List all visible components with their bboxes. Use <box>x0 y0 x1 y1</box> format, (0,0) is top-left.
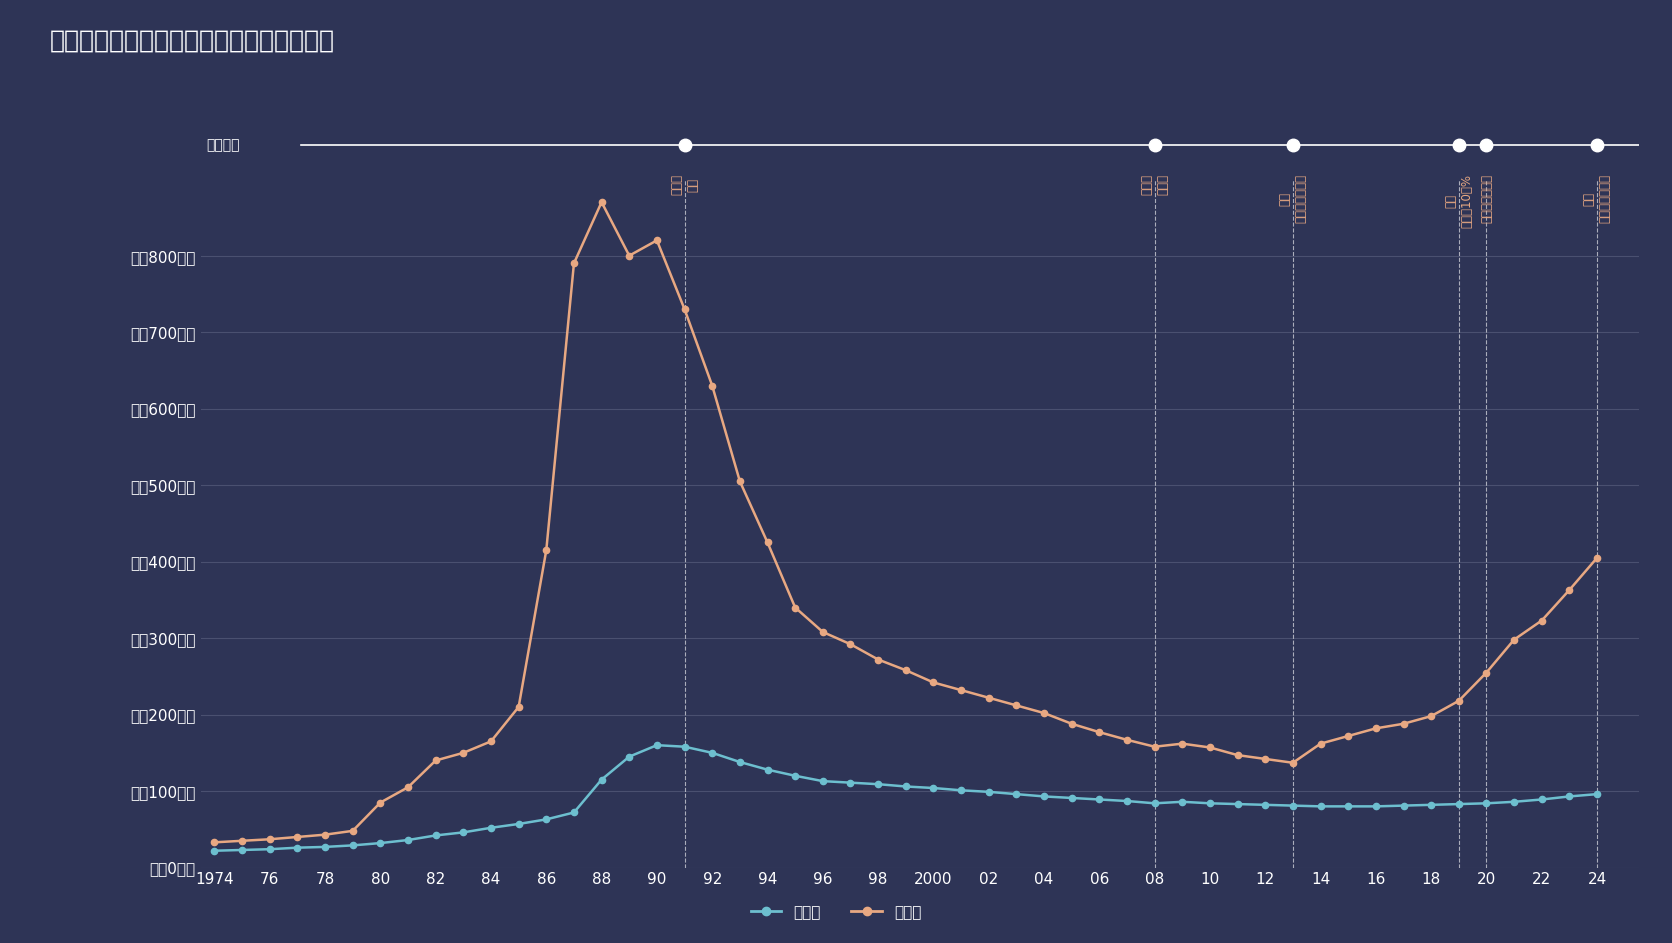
住宅地 <box>508 819 528 830</box>
住宅地 <box>1227 799 1247 810</box>
商業地 <box>508 702 528 713</box>
住宅地 <box>1560 791 1580 802</box>
住宅地 <box>674 741 694 753</box>
Text: 日銀
異次元緩和終了: 日銀 異次元緩和終了 <box>1583 174 1612 223</box>
商業地 <box>1560 585 1580 596</box>
住宅地 <box>204 845 224 856</box>
商業地 <box>674 304 694 315</box>
商業地 <box>1587 553 1607 564</box>
住宅地 <box>1145 798 1165 809</box>
Text: コロナ感染拡大: コロナ感染拡大 <box>1480 174 1493 223</box>
商業地 <box>592 196 612 207</box>
商業地 <box>1227 750 1247 761</box>
住宅地 <box>647 739 667 751</box>
Legend: 住宅地, 商業地: 住宅地, 商業地 <box>744 899 928 926</box>
Text: 横浜市神奈川区　土地価格の推移（平均）: 横浜市神奈川区 土地価格の推移（平均） <box>50 28 334 52</box>
住宅地 <box>619 751 639 762</box>
Line: 住宅地: 住宅地 <box>211 742 1600 853</box>
Text: バブル
崩壊: バブル 崩壊 <box>670 174 699 195</box>
Text: 経済年表: 経済年表 <box>206 138 239 152</box>
Line: 商業地: 商業地 <box>211 199 1600 846</box>
商業地 <box>647 235 667 246</box>
Text: 増税
消費税10．%: 増税 消費税10．% <box>1445 174 1473 228</box>
Text: 日銀
異次元金融緩和: 日銀 異次元金融緩和 <box>1279 174 1308 223</box>
住宅地 <box>1587 788 1607 800</box>
商業地 <box>1145 741 1165 753</box>
Text: 世界金
融危機: 世界金 融危機 <box>1140 174 1169 195</box>
商業地 <box>204 836 224 848</box>
